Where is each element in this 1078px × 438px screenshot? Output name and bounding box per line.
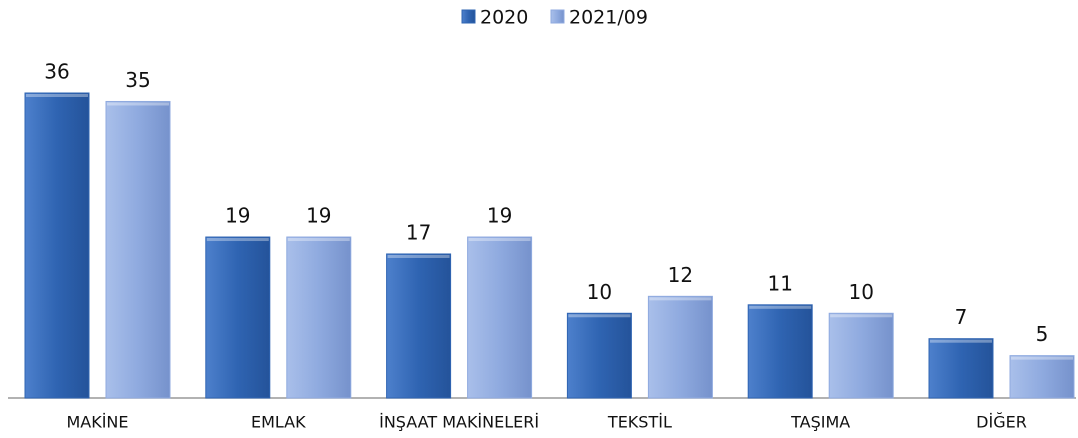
bar-highlight xyxy=(930,339,992,343)
data-label: 11 xyxy=(767,271,792,295)
bar xyxy=(24,92,90,399)
data-label: 19 xyxy=(487,204,512,228)
bar xyxy=(566,312,632,399)
data-label: 5 xyxy=(1036,322,1049,346)
bar xyxy=(386,253,452,399)
bar xyxy=(286,236,352,399)
bar xyxy=(105,100,171,399)
data-label: 19 xyxy=(225,204,250,228)
bar-highlight xyxy=(649,297,712,301)
bar xyxy=(828,312,894,399)
bar-highlight xyxy=(568,314,631,318)
bar-highlight xyxy=(206,238,269,242)
bar xyxy=(205,236,271,399)
x-tick-label: TAŞIMA xyxy=(790,413,850,432)
data-label: 10 xyxy=(848,280,873,304)
legend-swatch xyxy=(550,9,565,24)
x-tick-label: MAKİNE xyxy=(66,413,128,432)
bar-highlight xyxy=(387,254,450,258)
data-label: 10 xyxy=(587,280,612,304)
bar xyxy=(1009,355,1075,399)
data-label: 19 xyxy=(306,204,331,228)
x-tick-label: İNŞAAT MAKİNELERİ xyxy=(379,413,539,432)
bar xyxy=(647,295,713,399)
bar-highlight xyxy=(26,94,88,97)
legend-swatch xyxy=(461,9,476,24)
data-label: 7 xyxy=(955,305,968,329)
bar-highlight xyxy=(468,238,531,242)
x-tick-label: TEKSTİL xyxy=(607,413,672,432)
bar-highlight xyxy=(749,305,812,309)
legend-label: 2020 xyxy=(480,7,528,29)
bar xyxy=(747,304,813,399)
bar-highlight xyxy=(830,314,893,318)
bar-highlight xyxy=(1011,356,1073,360)
data-label: 36 xyxy=(44,60,69,84)
bar-highlight xyxy=(107,102,169,106)
x-tick-label: EMLAK xyxy=(251,413,306,432)
data-label: 12 xyxy=(668,263,693,287)
bar xyxy=(467,236,533,399)
data-label: 17 xyxy=(406,220,431,244)
bar-highlight xyxy=(287,238,350,242)
legend-label: 2021/09 xyxy=(569,7,648,29)
data-label: 35 xyxy=(125,68,150,92)
bar xyxy=(928,338,994,399)
x-tick-label: DİĞER xyxy=(976,413,1027,432)
